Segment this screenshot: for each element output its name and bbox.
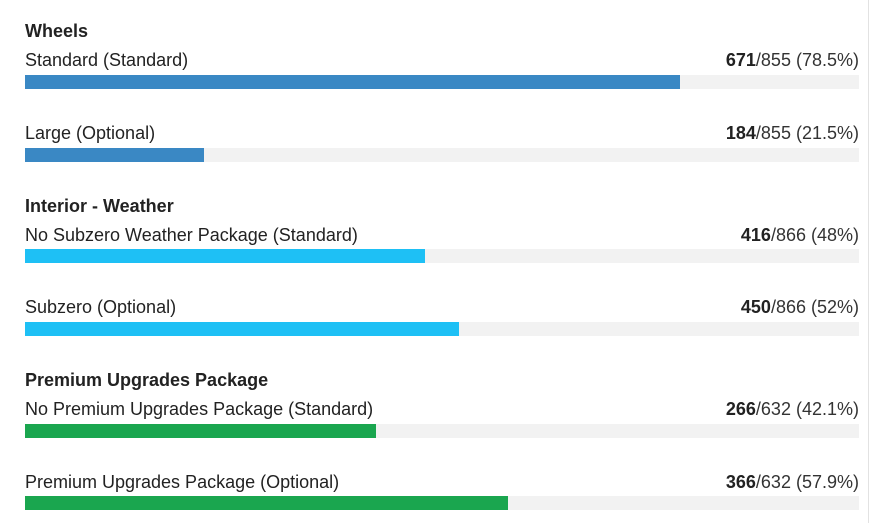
option-count: 671 bbox=[725, 50, 756, 70]
option-percent: (57.9%) bbox=[790, 472, 859, 492]
option-percent: (48%) bbox=[805, 225, 859, 245]
progress-bar-fill bbox=[25, 322, 459, 336]
option-percent: (52%) bbox=[805, 297, 859, 317]
progress-bar-track bbox=[25, 424, 859, 438]
option-total: /866 bbox=[770, 225, 806, 245]
option-stats: 416/866 (48%) bbox=[741, 224, 859, 246]
group-title-interior-weather: Interior - Weather bbox=[25, 196, 174, 216]
option-total: /866 bbox=[770, 297, 806, 317]
option-row: No Premium Upgrades Package (Standard) 2… bbox=[25, 398, 859, 420]
option-percent: (21.5%) bbox=[790, 123, 859, 143]
option-row: Large (Optional) 184/855 (21.5%) bbox=[25, 122, 859, 144]
option-stats: 184/855 (21.5%) bbox=[726, 122, 859, 144]
option-stats: 266/632 (42.1%) bbox=[726, 398, 859, 420]
group-title-premium-upgrades: Premium Upgrades Package bbox=[25, 370, 269, 390]
option-stats: 366/632 (57.9%) bbox=[726, 471, 859, 493]
option-count: 416 bbox=[740, 225, 771, 245]
option-label: Subzero (Optional) bbox=[25, 297, 177, 317]
progress-bar-fill bbox=[25, 148, 205, 162]
option-label: Large (Optional) bbox=[25, 123, 156, 143]
progress-bar-track bbox=[25, 249, 859, 263]
option-stats: 671/855 (78.5%) bbox=[726, 49, 859, 71]
option-count: 266 bbox=[725, 399, 756, 419]
option-label: Premium Upgrades Package (Optional) bbox=[25, 472, 340, 492]
option-row: No Subzero Weather Package (Standard) 41… bbox=[25, 224, 859, 246]
option-percent: (78.5%) bbox=[790, 50, 859, 70]
group-title-wheels: Wheels bbox=[25, 21, 89, 41]
option-label: No Premium Upgrades Package (Standard) bbox=[25, 399, 374, 419]
option-total: /855 bbox=[755, 50, 791, 70]
option-row: Premium Upgrades Package (Optional) 366/… bbox=[25, 471, 859, 493]
option-count: 366 bbox=[725, 472, 756, 492]
progress-bar-track bbox=[25, 148, 859, 162]
option-stats: 450/866 (52%) bbox=[741, 296, 859, 318]
option-row: Subzero (Optional) 450/866 (52%) bbox=[25, 296, 859, 318]
option-total: /632 bbox=[755, 399, 791, 419]
option-percent: (42.1%) bbox=[790, 399, 859, 419]
progress-bar-fill bbox=[25, 496, 508, 510]
option-count: 184 bbox=[725, 123, 756, 143]
progress-bar-fill bbox=[25, 424, 377, 438]
option-count: 450 bbox=[740, 297, 771, 317]
option-total: /855 bbox=[755, 123, 791, 143]
progress-bar-track bbox=[25, 75, 859, 89]
option-row: Standard (Standard) 671/855 (78.5%) bbox=[25, 49, 859, 71]
progress-bar-fill bbox=[25, 75, 680, 89]
progress-bar-fill bbox=[25, 249, 426, 263]
option-label: No Subzero Weather Package (Standard) bbox=[25, 225, 358, 245]
option-label: Standard (Standard) bbox=[25, 50, 189, 70]
progress-bar-track bbox=[25, 322, 859, 336]
option-total: /632 bbox=[755, 472, 791, 492]
progress-bar-track bbox=[25, 496, 859, 510]
